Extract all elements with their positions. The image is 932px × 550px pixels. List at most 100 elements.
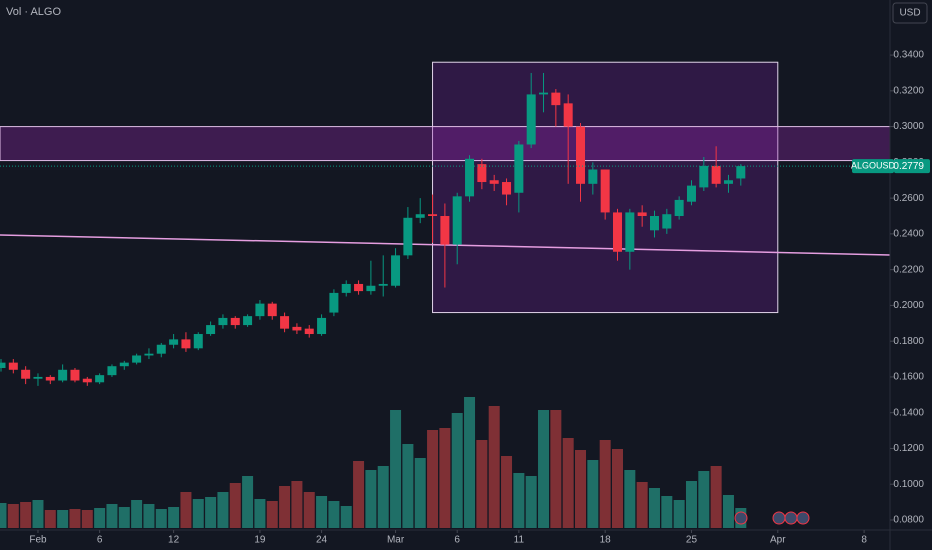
event-icon[interactable] [772,511,786,525]
x-tick-label: 24 [316,535,328,546]
candle-body [95,375,105,383]
volume-bar [587,460,599,528]
candle-body [317,317,327,335]
event-icon[interactable] [784,511,798,525]
volume-bar [685,481,697,528]
y-tick-label: 0.0800 [893,515,924,526]
candle-body [711,165,721,184]
candle-body [156,344,166,354]
volume-bar [599,440,611,528]
candle-body [193,334,203,349]
volume-bar [7,504,19,528]
volume-bar [168,507,180,528]
candle-body [181,339,191,349]
volume-bar [525,476,537,528]
candle-body [243,316,253,326]
volume-bar [254,499,266,528]
volume-bar [427,430,439,528]
candle-body [588,169,598,184]
candle-body [489,180,499,184]
y-tick-label: 0.1800 [893,336,924,347]
currency-label[interactable]: USD [899,8,920,19]
x-tick-label: Mar [387,535,405,546]
x-tick-label: 18 [600,535,612,546]
volume-bar [501,456,513,528]
symbol-tag [852,159,894,174]
volume-bar [698,471,710,528]
candle-body [70,369,80,381]
candle-body [649,216,659,231]
volume-bar [673,500,685,528]
price-band [0,126,891,162]
x-tick-label: 19 [254,535,266,546]
candle-body [699,165,709,188]
event-icons[interactable] [734,511,810,525]
candle-body [526,94,536,145]
volume-bar [69,509,81,528]
currency-box[interactable] [892,2,928,24]
candle-body [391,255,401,286]
y-tick-label: 0.2400 [893,229,924,240]
x-tick-label: 6 [454,535,460,546]
volume-bar [624,470,636,528]
candle-body [230,317,240,326]
volume-bar [476,440,488,528]
x-tick-label: Feb [29,535,47,546]
candle-body [366,285,376,292]
volume-bar [710,466,722,528]
volume-bar [279,486,291,528]
y-tick-label: 0.3400 [893,50,924,61]
volume-bar [155,509,167,528]
candle-body [625,212,635,252]
candle-body [58,369,68,381]
volume-bar [316,496,328,528]
y-tick-label: 0.1000 [893,479,924,490]
volume-bar [612,449,624,528]
candle-body [267,303,277,317]
volume-bar [451,413,463,528]
volume-bar [94,508,106,528]
candle-body [465,158,475,197]
volume-bar [131,500,143,528]
volume-bar [390,410,402,528]
y-tick-label: 0.2600 [893,193,924,204]
volume-bar [439,428,451,528]
candle-body [440,216,450,245]
candle-body [502,182,512,195]
candle-body [403,217,413,256]
volume-bar [242,476,254,528]
candle-body [8,362,18,370]
volume-bar [266,501,278,528]
x-tick-label: 6 [97,535,103,546]
volume-bar [118,507,130,528]
candle-body [452,196,462,245]
x-tick-label: 11 [514,535,525,546]
y-tick-label: 0.2000 [893,300,924,311]
y-tick-label: 0.2200 [893,264,924,275]
plot-area [0,61,891,528]
candle-body [329,292,339,313]
volume-bar [722,495,734,528]
candle-body [132,355,142,363]
volume-bar [217,492,229,528]
candle-body [280,316,290,329]
volume-bar [513,473,525,528]
candle-body [354,283,364,292]
symbol-tag-label: ALGOUSD [851,160,896,170]
volume-bar [192,499,204,528]
volume-bar [32,500,44,528]
candle-body [637,212,647,217]
price-tag-label: 0.2779 [893,161,924,172]
candle-body [736,166,746,179]
y-tick-label: 0.1600 [893,372,924,383]
indicator-label: Vol · ALGO [6,6,61,18]
event-icon[interactable] [796,511,810,525]
volume-bar [661,496,673,528]
volume-bar [648,488,660,528]
volume-bar [340,506,352,528]
event-icon[interactable] [734,511,748,525]
y-tick-label: 0.3000 [893,121,924,132]
candle-body [292,326,302,331]
candle-body [33,376,43,379]
